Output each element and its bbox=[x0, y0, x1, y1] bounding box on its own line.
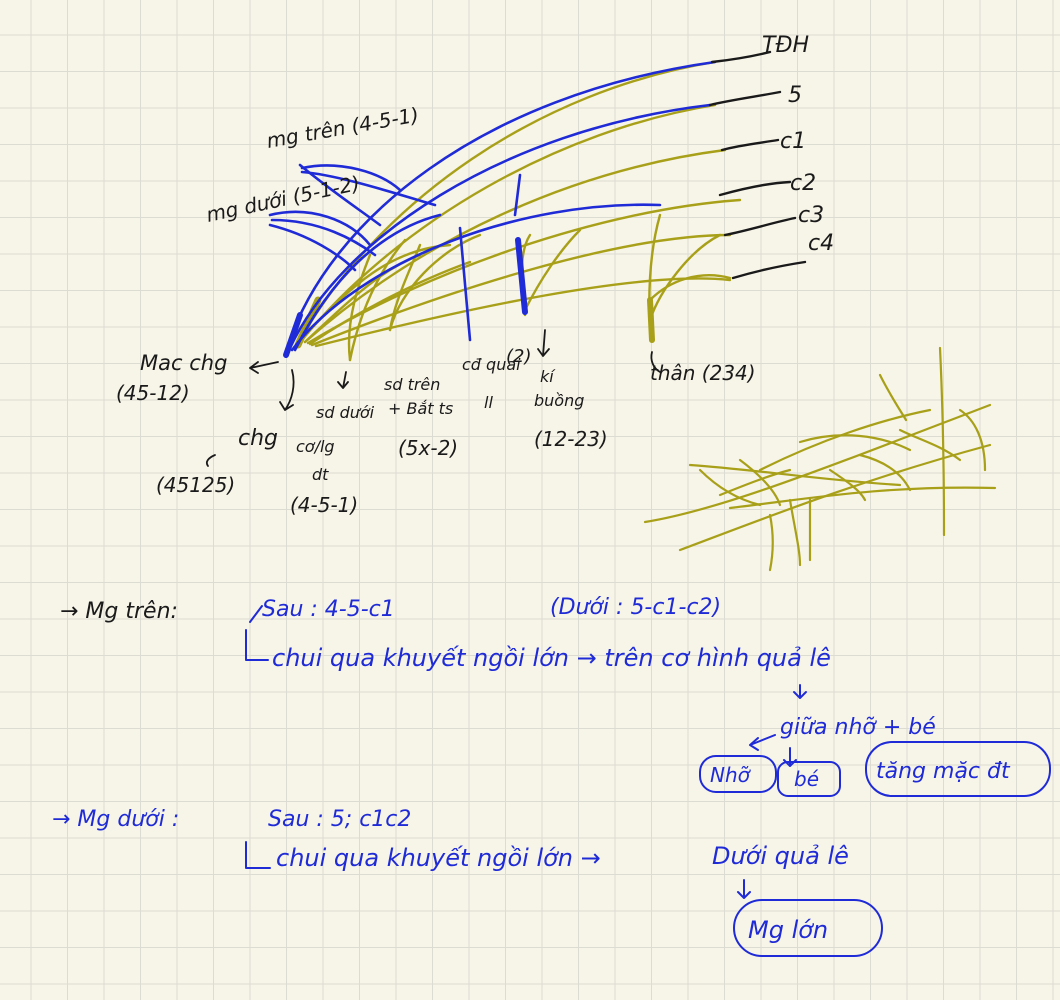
label-than: thân (234) bbox=[650, 361, 756, 385]
note-chui-qua-2: chui qua khuyết ngồi lớn → bbox=[276, 844, 601, 872]
note-mg-duoi-prefix: → Mg dưới : bbox=[52, 807, 179, 832]
label-mg-duoi: mg dưới (5-1-2) bbox=[204, 171, 362, 227]
label-c4: c4 bbox=[808, 231, 834, 256]
blue-root-mark bbox=[283, 312, 303, 358]
note-mg-tren-duoi: (Dưới : 5-c1-c2) bbox=[550, 595, 721, 620]
label-sd-duoi: sd dưới bbox=[316, 403, 375, 422]
note-mg-tren-prefix: → Mg trên: bbox=[60, 599, 178, 624]
label-buttom: buồng bbox=[534, 391, 584, 410]
label-dt: dt bbox=[312, 465, 329, 484]
label-ll: ll bbox=[484, 393, 493, 412]
olive-than-mark bbox=[647, 297, 655, 343]
box-tang-text: tăng mặc đt bbox=[876, 759, 1011, 784]
note-mg-duoi-sau: Sau : 5; c1c2 bbox=[268, 807, 411, 832]
diagram-labels: TĐH 5 c1 c2 c3 c4 mg trên (4-5-1) mg dướ… bbox=[116, 33, 834, 517]
label-dt-code: (4-5-1) bbox=[290, 493, 358, 517]
label-mac-chg-code: (45-12) bbox=[116, 381, 190, 405]
label-bat-ts: + Bắt ts bbox=[388, 399, 453, 418]
box-be-text: bé bbox=[794, 767, 819, 791]
label-sd-tren: sd trên bbox=[384, 375, 440, 394]
label-5: 5 bbox=[788, 83, 802, 108]
note-mg-tren-sau: Sau : 4-5-c1 bbox=[262, 597, 395, 622]
note-chui-qua-1: chui qua khuyết ngồi lớn → trên cơ hình … bbox=[272, 644, 831, 672]
olive-root-lines bbox=[298, 60, 742, 362]
label-c1: c1 bbox=[780, 129, 806, 154]
box-nho-text: Nhỡ bbox=[710, 763, 752, 787]
label-cai-lg: cơ/lg bbox=[296, 437, 335, 456]
label-c3: c3 bbox=[798, 203, 824, 228]
label-sd-tren-code: (5x-2) bbox=[398, 436, 458, 460]
label-chg-code: (45125) bbox=[156, 473, 235, 497]
note-giua-nho-be: giữa nhỡ + bé bbox=[780, 715, 936, 740]
label-mac-chg: Mac chg bbox=[140, 351, 227, 375]
label-ki-bang: kí bbox=[540, 367, 556, 386]
label-c2: c2 bbox=[790, 171, 816, 196]
label-two: (2) bbox=[506, 346, 532, 367]
label-tdh: TĐH bbox=[762, 33, 809, 58]
note-duoi-qua-le: Dưới quả lê bbox=[712, 842, 849, 870]
label-mg-tren: mg trên (4-5-1) bbox=[265, 103, 421, 153]
label-buttom-code: (12-23) bbox=[534, 427, 608, 451]
label-cd-quai: cđ quai bbox=[462, 355, 521, 374]
blue-notes-shapes bbox=[245, 605, 1051, 957]
black-arrows bbox=[205, 329, 661, 467]
label-chg: chg bbox=[238, 426, 278, 451]
box-nho-outline bbox=[699, 755, 777, 793]
box-be-outline bbox=[777, 761, 841, 797]
box-tang-outline bbox=[865, 741, 1051, 797]
olive-plexus-sketch bbox=[643, 346, 997, 572]
blue-nerve-lines bbox=[268, 60, 717, 352]
black-leader-lines bbox=[708, 50, 807, 280]
blue-kibang-mark bbox=[515, 237, 528, 315]
notes-block: → Mg trên: Sau : 4-5-c1 (Dưới : 5-c1-c2)… bbox=[52, 595, 1011, 944]
box-mglon-outline bbox=[733, 899, 883, 957]
box-mglon-text: Mg lớn bbox=[748, 916, 828, 944]
